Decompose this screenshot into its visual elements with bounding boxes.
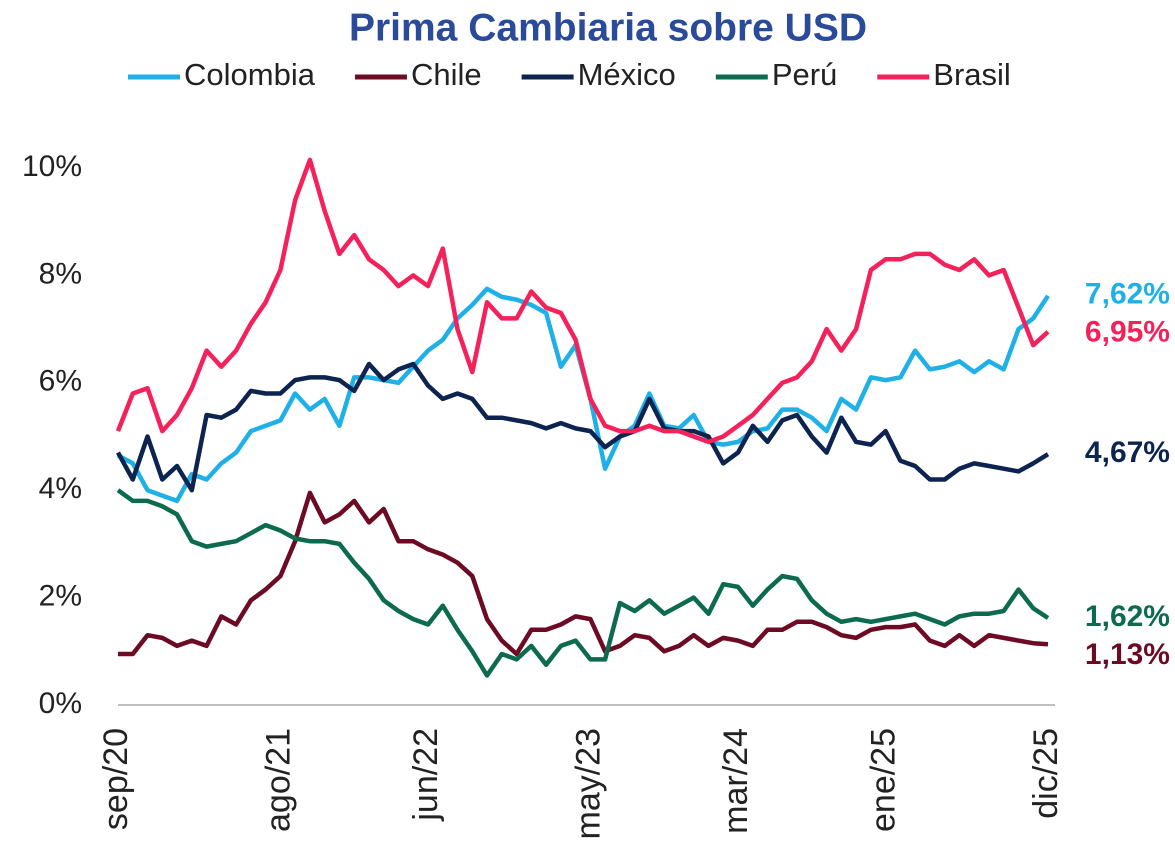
x-tick-label: sep/20	[97, 728, 135, 830]
series-line	[118, 490, 1049, 657]
y-tick-label: 10%	[22, 150, 82, 183]
data-label: 7,62%	[1085, 278, 1170, 311]
legend-label: Chile	[411, 57, 482, 92]
x-tick-label: mar/24	[717, 728, 755, 834]
x-tick-label: ago/21	[259, 728, 297, 832]
series-line	[116, 488, 1050, 678]
y-tick-label: 4%	[39, 472, 82, 505]
y-tick-label: 0%	[39, 687, 82, 720]
series-line	[115, 157, 1050, 445]
legend-label: Colombia	[184, 57, 316, 92]
legend-label: Perú	[772, 57, 837, 92]
data-label: 1,13%	[1085, 638, 1170, 671]
legend-label: México	[578, 57, 676, 92]
y-tick-label: 8%	[39, 257, 82, 290]
data-label: 1,62%	[1085, 600, 1170, 633]
legend-label: Brasil	[933, 57, 1011, 92]
x-tick-label: dic/25	[1027, 728, 1065, 819]
data-label: 4,67%	[1085, 436, 1170, 469]
series-line	[116, 286, 1050, 504]
y-tick-label: 6%	[39, 365, 82, 398]
series-line	[116, 361, 1050, 493]
x-tick-label: jun/22	[407, 728, 445, 822]
x-tick-label: may/23	[569, 728, 607, 840]
data-label: 6,95%	[1085, 316, 1170, 349]
y-tick-label: 2%	[39, 580, 82, 613]
chart-title: Prima Cambiaria sobre USD	[349, 6, 867, 49]
x-tick-label: ene/25	[865, 728, 903, 832]
